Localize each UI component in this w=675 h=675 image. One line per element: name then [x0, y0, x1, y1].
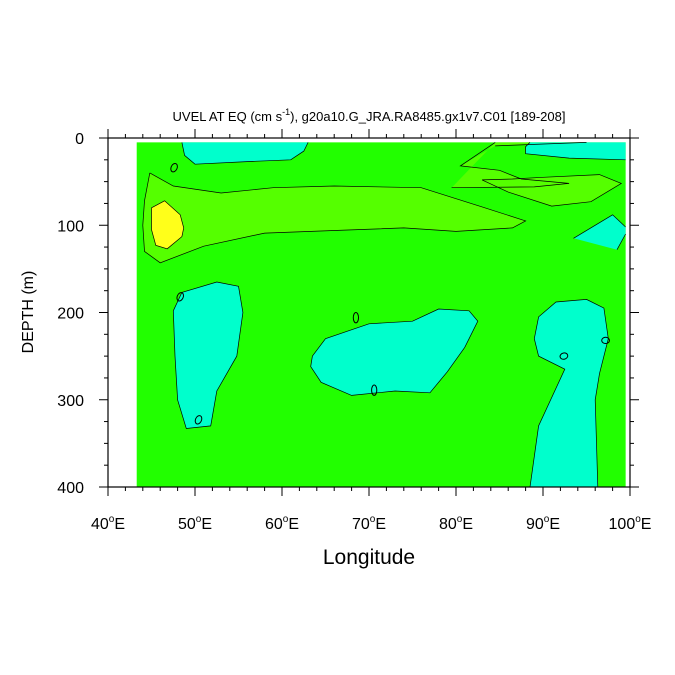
contour-region-green-east-blob [482, 174, 622, 207]
contour-line-6 [481, 174, 623, 207]
y-tick-label: 100 [57, 218, 84, 235]
contour-region-cyan-east-column [530, 299, 609, 487]
x-tick-label: 50oE [178, 514, 212, 533]
contour-ellipse-0 [170, 163, 178, 173]
y-tick-label: 0 [75, 131, 84, 148]
contour-region-surface-cyan-west [181, 142, 309, 165]
x-tick-label: 60oE [265, 514, 299, 533]
contour-line-11 [529, 299, 609, 487]
contour-line-9 [172, 281, 244, 429]
contour-fill-layer [136, 142, 626, 487]
contour-line-1 [451, 142, 570, 189]
contour-line-layer [142, 142, 626, 487]
contour-line-8 [616, 233, 626, 250]
contour-ellipse-3 [352, 312, 359, 324]
contour-line-2 [495, 142, 587, 147]
contour-region-surface-green-mid [451, 142, 587, 188]
x-tick-label: 80oE [439, 514, 473, 533]
y-tick-label: 200 [57, 306, 84, 323]
contour-line-5 [151, 200, 185, 250]
contour-ellipse-6 [601, 336, 610, 344]
contour-region-cyan-central-blob [310, 309, 478, 396]
y-axis-label: DEPTH (m) [20, 271, 37, 354]
contour-region-cyan-east-sliver [573, 214, 626, 250]
contour-region-jet-core [151, 200, 184, 249]
contour-ellipse-2 [194, 415, 203, 425]
contour-ellipse-4 [371, 384, 378, 396]
x-tick-label: 40oE [91, 514, 125, 533]
x-tick-label: 100oE [609, 514, 652, 533]
contour-region-upper-jet [142, 172, 526, 263]
contour-line-10 [310, 308, 479, 396]
contour-region-surface-cyan-east [525, 142, 626, 160]
contour-region-cyan-west-column [173, 282, 243, 429]
contour-line-7 [573, 214, 626, 239]
y-tick-label: 300 [57, 393, 84, 410]
contour-ellipse-5 [559, 352, 569, 360]
x-axis-label: Longitude [323, 546, 415, 569]
contour-line-0 [181, 142, 309, 165]
contour-line-3 [525, 142, 626, 161]
chart-title: UVEL AT EQ (cm s-1), g20a10.G_JRA.RA8485… [173, 107, 566, 124]
contour-line-4 [142, 172, 527, 264]
x-tick-label: 90oE [526, 514, 560, 533]
tick-marks [99, 129, 639, 496]
y-tick-label: 400 [57, 480, 84, 497]
contour-ellipse-1 [176, 292, 184, 302]
x-tick-label: 70oE [352, 514, 386, 533]
